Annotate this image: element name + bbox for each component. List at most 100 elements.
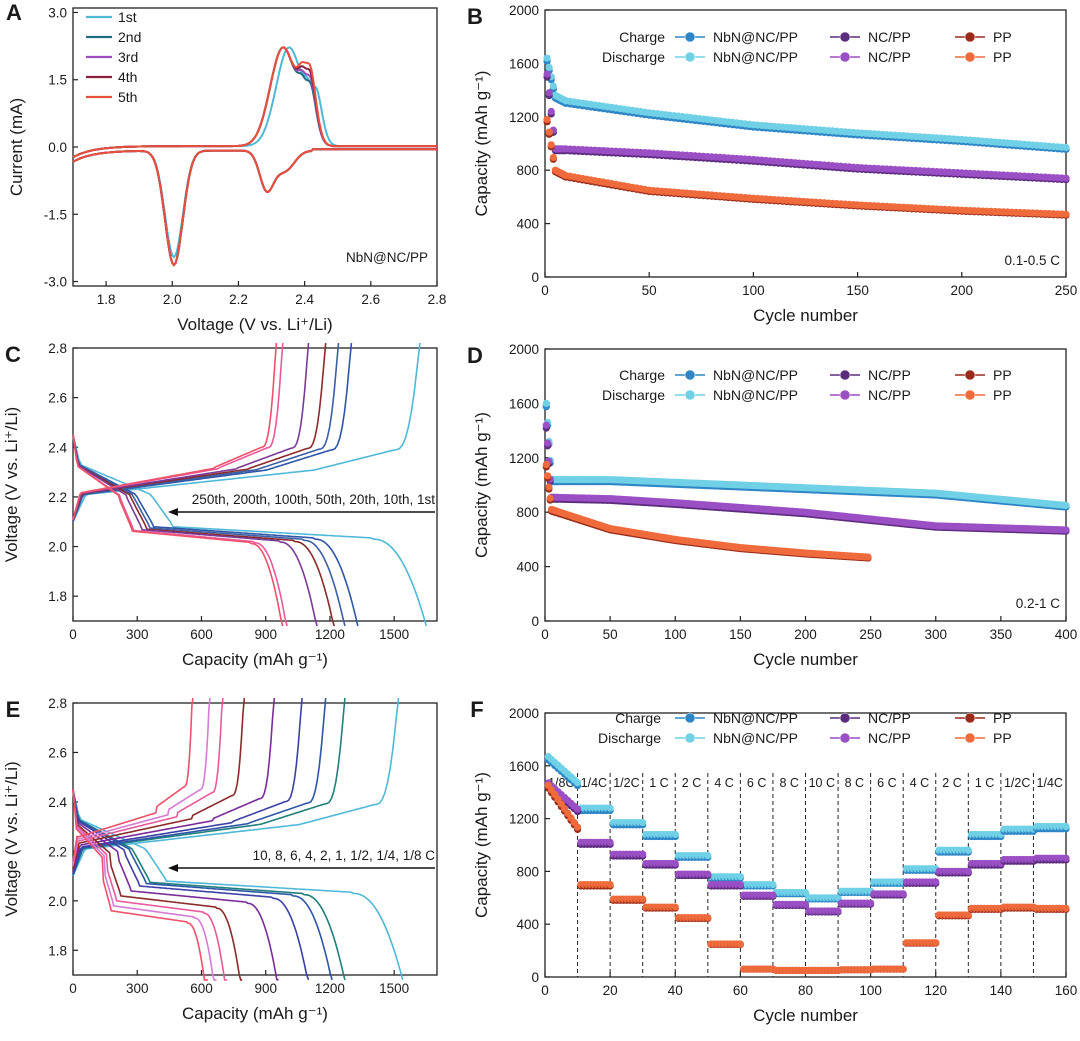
- y-tick-label: 2.4: [48, 795, 67, 810]
- charge-curve-100th: [72, 342, 310, 521]
- discharge-point: [544, 472, 552, 480]
- x-tick-label: 600: [190, 981, 213, 996]
- charge-curve-2 C: [72, 698, 276, 872]
- annotation-a: NbN@NC/PP: [346, 250, 428, 265]
- discharge-point: [542, 399, 550, 407]
- x-tick-label: 0: [541, 283, 549, 298]
- y-tick-label: 800: [516, 864, 539, 879]
- y-tick-label: 0: [531, 270, 539, 285]
- discharge-point: [573, 779, 582, 787]
- x-tick-label: 200: [951, 283, 974, 298]
- y-tick-label: 2.0: [48, 894, 67, 909]
- discharge-point: [671, 859, 679, 868]
- legend-label-pp: PP: [993, 29, 1012, 45]
- discharge-point: [549, 82, 557, 90]
- y-tick-label: 1.8: [48, 943, 67, 958]
- discharge-point: [542, 421, 550, 429]
- charge-curve-4 C: [72, 698, 246, 869]
- x-tick-label: 120: [924, 983, 947, 998]
- legend-marker: [684, 732, 696, 744]
- rate-label: 1/2C: [1004, 776, 1030, 790]
- legend-label-nbnncpp: NbN@NC/PP: [713, 730, 798, 746]
- x-tick-label: 600: [190, 627, 213, 642]
- legend-label-nbnncpp: NbN@NC/PP: [713, 387, 798, 403]
- discharge-point: [543, 70, 551, 78]
- rate-label: 1/4C: [581, 776, 607, 790]
- x-tick-label: 300: [924, 627, 947, 642]
- discharge-point: [736, 881, 744, 889]
- cv-anodic-curve-5th: [72, 46, 437, 159]
- y-tick-label: 0.0: [48, 140, 67, 155]
- legend-label-2nd: 2nd: [118, 29, 141, 45]
- rate-label: 6 C: [747, 776, 766, 790]
- y-tick-label: 1200: [509, 110, 539, 125]
- y-tick-label: 2000: [509, 342, 539, 357]
- legend-label-ncpp: NC/PP: [868, 730, 911, 746]
- cv-cathodic-curve-2nd: [72, 148, 437, 267]
- y-tick-label: 1600: [509, 56, 539, 71]
- x-axis-label: Voltage (V vs. Li⁺/Li): [177, 315, 332, 334]
- y-tick-label: 2000: [509, 3, 539, 18]
- x-tick-label: 2.6: [361, 292, 380, 307]
- plot-frame: [544, 9, 1067, 278]
- charge-curve-1/8 C: [72, 698, 400, 877]
- discharge-point: [543, 115, 551, 124]
- panel-d: D 0 50 100 150 200 250 300 350 400 0 400 800 1200 1600…: [467, 342, 1077, 669]
- y-axis-label: Current (mA): [7, 98, 26, 196]
- discharge-point: [704, 914, 712, 922]
- x-tick-label: 50: [603, 627, 618, 642]
- plot-frame: [72, 347, 438, 622]
- discharge-point: [899, 890, 907, 898]
- x-tick-label: 150: [729, 627, 752, 642]
- x-tick-label: 1.8: [97, 292, 116, 307]
- x-axis-label: Cycle number: [753, 306, 858, 325]
- discharge-point: [769, 881, 777, 889]
- panel-c: C 0 300 600 900 1200 1500 1.8 2.0 2.2 2.4 2.6 2.8 Cap…: [2, 341, 438, 669]
- y-tick-label: 2000: [509, 706, 539, 721]
- discharge-point: [1062, 174, 1070, 182]
- legend-row-discharge: Discharge: [602, 49, 665, 65]
- discharge-point: [671, 830, 679, 839]
- discharge-point: [1062, 210, 1070, 218]
- rate-label: 1/4C: [1037, 776, 1063, 790]
- legend-marker: [839, 369, 851, 381]
- discharge-point: [542, 461, 550, 469]
- x-tick-label: 2.4: [295, 292, 314, 307]
- legend-label-ncpp: NC/PP: [868, 710, 911, 726]
- discharge-curve-6 C: [72, 789, 228, 981]
- discharge-point: [932, 939, 940, 947]
- legend-marker: [684, 369, 696, 381]
- arrow-head: [168, 508, 178, 516]
- rate-label: 8 C: [845, 776, 864, 790]
- discharge-point: [639, 850, 647, 858]
- rate-label: 4 C: [910, 776, 929, 790]
- panel-a: A 1.8 2.0 2.2 2.4 2.6 2.8 -3.0 -1.5 0.0 1.5 3.0 Volt…: [6, 0, 446, 334]
- legend-marker: [684, 31, 696, 43]
- discharge-point: [736, 940, 744, 948]
- x-tick-label: 0: [69, 981, 77, 996]
- discharge-point: [547, 141, 555, 149]
- y-tick-label: 2.2: [48, 844, 67, 859]
- discharge-point: [867, 899, 875, 907]
- legend-row-charge: Charge: [615, 710, 661, 726]
- y-tick-label: 2.8: [48, 696, 67, 711]
- discharge-point: [704, 870, 712, 878]
- discharge-point: [964, 846, 972, 854]
- legend-label-ncpp: NC/PP: [868, 387, 911, 403]
- y-tick-label: 1200: [509, 451, 539, 466]
- x-axis-label: Cycle number: [753, 650, 858, 669]
- charge-curve-1st: [72, 342, 421, 523]
- y-axis-label: Capacity (mAh g⁻¹): [472, 772, 491, 918]
- discharge-point: [1062, 822, 1070, 831]
- cv-cathodic-curve-5th: [72, 148, 437, 267]
- y-tick-label: 0: [531, 970, 539, 985]
- discharge-point: [801, 900, 810, 909]
- discharge-point: [769, 891, 777, 899]
- y-tick-label: 1600: [509, 396, 539, 411]
- y-tick-label: 2.8: [48, 341, 67, 356]
- discharge-point: [549, 153, 557, 162]
- x-tick-label: 1500: [379, 981, 409, 996]
- x-tick-label: 1200: [315, 627, 345, 642]
- y-axis-label: Voltage (V vs. Li⁺/Li): [2, 407, 21, 562]
